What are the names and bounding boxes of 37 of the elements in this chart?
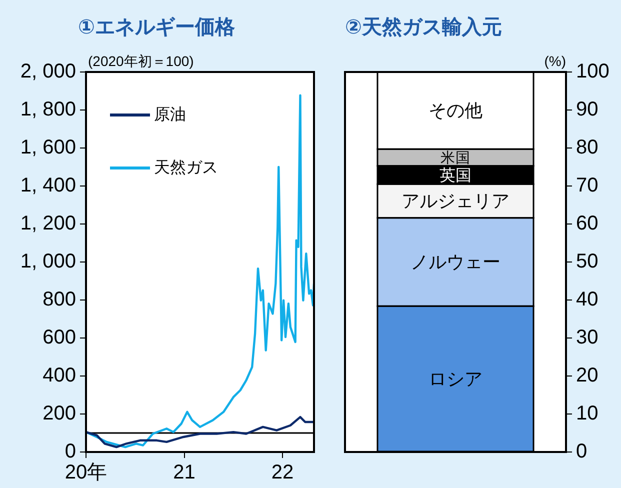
y-tick-label: 40 <box>576 288 598 311</box>
y-tick-label: 0 <box>64 440 76 463</box>
y-tick-label: 0 <box>576 440 588 463</box>
y-tick-label: 30 <box>576 326 598 349</box>
y-axis-title: (%) <box>544 52 566 69</box>
chart-title: ①エネルギー価格 <box>78 16 236 39</box>
series-label: ノルウェー <box>410 252 500 272</box>
series-label: 米国 <box>440 150 470 167</box>
y-tick-label: 60 <box>576 212 598 235</box>
series-label: ロシア <box>428 368 482 389</box>
y-tick-label: 70 <box>576 174 598 197</box>
y-tick-label: 800 <box>42 288 76 311</box>
y-tick-label: 50 <box>576 250 598 273</box>
y-tick-label: 90 <box>576 98 598 121</box>
x-tick-label: 21 <box>173 462 196 484</box>
y-tick-label: 80 <box>576 136 598 159</box>
y-tick-label: 2, 000 <box>20 60 76 83</box>
y-tick-label: 20 <box>576 364 598 387</box>
legend-label: 原油 <box>154 105 186 124</box>
x-tick-label: 22 <box>271 462 294 484</box>
y-axis-title: (2020年初＝100) <box>88 52 194 69</box>
legend-label: 天然ガス <box>154 159 218 176</box>
y-tick-label: 1, 600 <box>20 136 76 159</box>
y-tick-label: 1, 200 <box>20 212 76 235</box>
y-tick-label: 1, 000 <box>20 250 76 273</box>
y-tick-label: 400 <box>42 364 76 387</box>
chart-title: ②天然ガス輸入元 <box>345 16 502 39</box>
series-label: その他 <box>428 100 482 121</box>
series-label: アルジェリア <box>402 190 510 211</box>
y-tick-label: 200 <box>42 402 76 425</box>
y-tick-label: 1, 400 <box>20 174 76 197</box>
y-tick-label: 600 <box>42 326 76 349</box>
y-tick-label: 10 <box>576 402 598 425</box>
series-label: 英国 <box>440 166 472 184</box>
y-tick-label: 1, 800 <box>20 98 76 121</box>
y-tick-label: 100 <box>576 60 610 83</box>
x-tick-label: 20年 <box>64 462 108 484</box>
